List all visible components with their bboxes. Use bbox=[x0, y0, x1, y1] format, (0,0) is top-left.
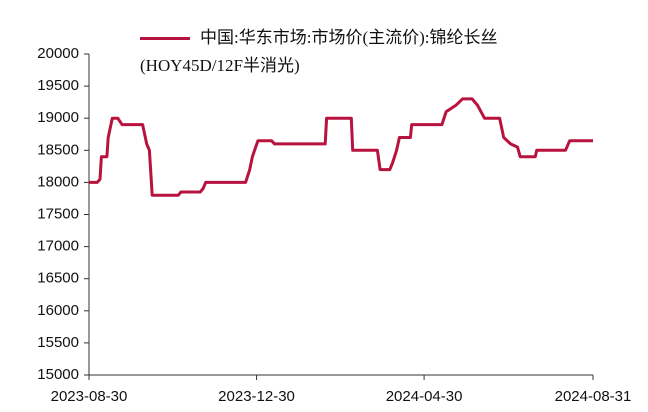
y-tick-label: 17500 bbox=[37, 205, 79, 222]
series-line bbox=[89, 97, 593, 197]
x-tick-label: 2024-04-30 bbox=[386, 388, 463, 405]
legend-label: 中国:华东市场:市场价(主流价):锦纶长丝(HOY45D/12F半消光) bbox=[140, 28, 498, 75]
x-tick-label: 2024-08-31 bbox=[555, 388, 632, 405]
y-tick-label: 17000 bbox=[37, 238, 79, 255]
y-tick-label: 19000 bbox=[37, 109, 79, 126]
y-tick-label: 18000 bbox=[37, 173, 79, 190]
x-tick-label: 2023-08-30 bbox=[51, 388, 128, 405]
legend: 中国:华东市场:市场价(主流价):锦纶长丝(HOY45D/12F半消光) bbox=[140, 24, 560, 80]
y-tick-label: 19500 bbox=[37, 77, 79, 94]
y-tick-label: 15500 bbox=[37, 334, 79, 351]
y-tick-label: 20000 bbox=[37, 45, 79, 62]
y-tick-label: 18500 bbox=[37, 141, 79, 158]
legend-swatch bbox=[140, 37, 190, 40]
y-tick-label: 16000 bbox=[37, 302, 79, 319]
y-tick-label: 16500 bbox=[37, 270, 79, 287]
y-tick-label: 15000 bbox=[37, 366, 79, 383]
x-tick-label: 2023-12-30 bbox=[218, 388, 295, 405]
